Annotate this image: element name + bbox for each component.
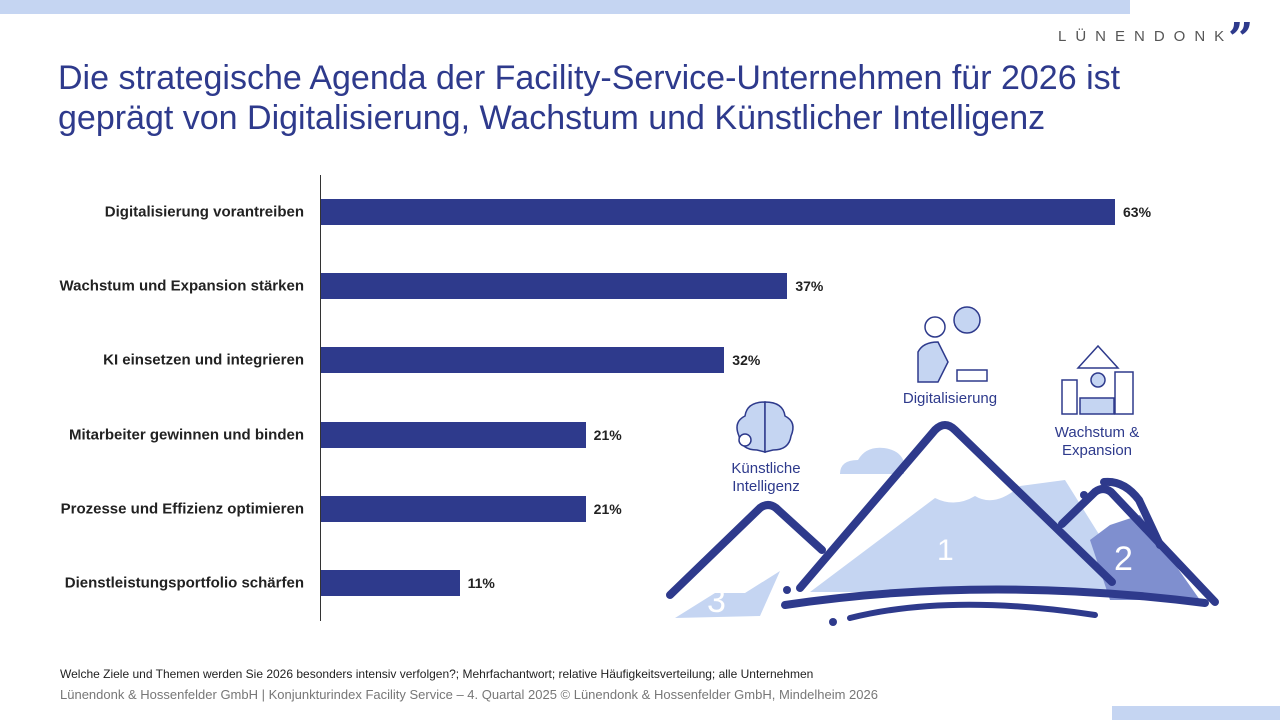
mountain-1-fill [810, 480, 1135, 592]
ground-line-2 [847, 601, 1098, 621]
mountain-2-outline [1058, 485, 1219, 606]
label-kuenstliche-intelligenz: Künstliche Intelligenz [731, 460, 801, 495]
survey-question-note: Welche Ziele und Themen werden Sie 2026 … [60, 667, 814, 681]
growth-buildings-icon [1061, 344, 1134, 415]
y-axis-line [320, 175, 321, 621]
rank-1: 1 [937, 534, 954, 567]
cloud [840, 447, 904, 474]
value-label: 37% [795, 278, 824, 294]
rank-3: 3 [707, 582, 726, 620]
value-label: 11% [467, 575, 495, 591]
category-label: KI einsetzen und integrieren [103, 351, 304, 369]
top-accent-bar [0, 0, 1130, 14]
category-label: Prozesse und Effizienz optimieren [60, 500, 304, 518]
bar [321, 570, 460, 596]
mountain-1-outline [796, 421, 1116, 592]
rank-2: 2 [1114, 540, 1133, 578]
mountain-3-fill [675, 571, 780, 618]
page-title: Die strategische Agenda der Facility-Ser… [58, 59, 1121, 137]
mountain-3-outline [666, 501, 826, 599]
bar [321, 273, 788, 299]
bar [321, 496, 586, 522]
category-label: Dienstleistungsportfolio schärfen [64, 574, 304, 592]
mountain-2-arc [1100, 477, 1164, 549]
category-label: Digitalisierung vorantreiben [104, 203, 304, 221]
value-label: 63% [1123, 204, 1152, 220]
category-label: Wachstum und Expansion stärken [59, 277, 305, 295]
label-digitalisierung: Digitalisierung [902, 390, 998, 407]
quote-mark-icon: ” [1228, 14, 1254, 65]
label-wachstum-expansion: Wachstum & Expansion [1054, 424, 1140, 459]
category-label: Mitarbeiter gewinnen und binden [68, 426, 304, 444]
bar [321, 199, 1115, 225]
brain-icon [736, 401, 794, 453]
bar [321, 347, 725, 373]
brand-logo: LÜNENDONK [1058, 28, 1234, 45]
value-label: 32% [732, 352, 761, 368]
value-label: 21% [593, 501, 622, 517]
value-label: 21% [593, 427, 622, 443]
mountain-2-fill [1090, 515, 1200, 600]
bar [321, 422, 586, 448]
person-with-phone-icon [917, 306, 988, 383]
bottom-accent-bar [1112, 706, 1280, 720]
source-line: Lünendonk & Hossenfelder GmbH | Konjunkt… [60, 687, 878, 702]
ground-line-1 [781, 585, 1209, 609]
